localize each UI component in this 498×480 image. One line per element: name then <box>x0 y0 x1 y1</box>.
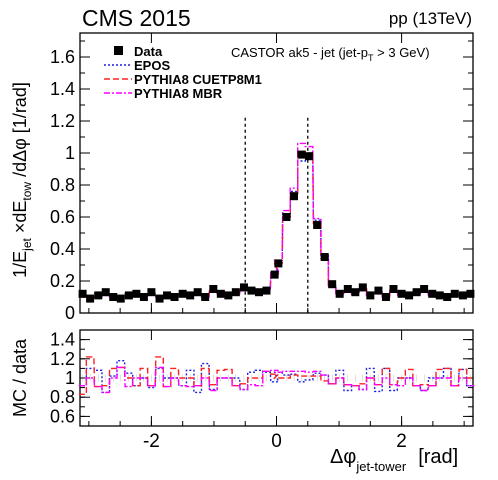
main-panel: 0 0.2 0.4 0.6 0.8 1 1.2 1.4 1.6 <box>50 33 475 323</box>
data-point <box>201 293 210 301</box>
data-point <box>254 288 263 297</box>
data-point <box>389 285 398 293</box>
energy-label: pp (13TeV) <box>389 9 472 28</box>
data-point <box>466 289 475 298</box>
data-point <box>239 283 248 292</box>
data-point <box>94 291 103 300</box>
data-point <box>86 294 95 303</box>
ytick-label: 0.8 <box>50 387 75 407</box>
legend-marker-data <box>114 46 123 55</box>
legend-label-epos: EPOS <box>134 58 170 73</box>
data-point <box>343 285 352 293</box>
data-point <box>224 291 233 300</box>
castor-annotation: CASTOR ak5 - jet (jet-pT > 3 GeV) <box>231 45 430 63</box>
data-point <box>458 291 467 300</box>
data-point <box>163 291 172 300</box>
data-point <box>397 289 406 298</box>
data-point <box>335 289 344 298</box>
ytick-label: 1.4 <box>50 79 75 99</box>
data-point <box>405 291 414 300</box>
ratio-panel: 0.60.811.21.4 -2 0 2 <box>50 329 475 452</box>
xtick-label: -2 <box>143 431 160 452</box>
data-point <box>351 288 360 297</box>
ytick-label: 1.6 <box>50 47 75 67</box>
data-point <box>305 152 314 161</box>
data-point <box>231 288 240 297</box>
ytick-label: 1 <box>65 368 75 388</box>
data-point <box>328 280 337 289</box>
data-point <box>124 291 133 300</box>
data-point <box>193 288 202 297</box>
data-point <box>297 150 306 159</box>
data-point <box>78 289 87 298</box>
data-point <box>290 192 299 201</box>
data-point <box>247 286 256 295</box>
legend-label-pythia8-mbr: PYTHIA8 MBR <box>134 86 223 101</box>
data-point <box>450 289 459 298</box>
ytick-label: 0.6 <box>50 406 75 426</box>
xlabel: Δφjet-tower [rad] <box>330 446 458 474</box>
data-point <box>155 294 164 303</box>
data-point <box>270 270 279 279</box>
ytick-label: 1.2 <box>50 349 75 369</box>
data-point <box>132 289 141 298</box>
legend-label-pythia8-cuetp8m1: PYTHIA8 CUETP8M1 <box>134 72 262 87</box>
series-line-pythia8-cuetp8m1 <box>78 356 475 395</box>
data-point <box>435 291 444 300</box>
data-point <box>186 291 195 300</box>
data-point <box>366 291 375 300</box>
data-point <box>178 289 187 298</box>
data-point <box>381 293 390 301</box>
data-point <box>170 293 179 301</box>
data-point <box>147 288 156 297</box>
main-ylabel: 1/Ejet ×dEtow /dΔφ [1/rad] <box>10 82 34 278</box>
xtick-label: 0 <box>271 431 282 452</box>
data-point <box>313 221 322 229</box>
data-point <box>139 293 148 301</box>
legend-label-data: Data <box>134 44 163 59</box>
ytick-label: 0.8 <box>50 175 75 195</box>
experiment-label: CMS 2015 <box>82 5 191 31</box>
data-point <box>374 286 383 295</box>
data-point <box>116 294 125 303</box>
ytick-label: 0.4 <box>50 239 75 259</box>
ytick-label: 0 <box>65 303 75 323</box>
ytick-label: 1.4 <box>50 330 75 350</box>
ytick-label: 0.6 <box>50 207 75 227</box>
ytick-label: 1 <box>65 143 75 163</box>
ytick-label: 0.2 <box>50 271 75 291</box>
series-line-pythia8-cuetp8m1 <box>78 150 475 298</box>
data-point <box>282 213 291 221</box>
data-point <box>320 253 329 261</box>
data-point <box>420 285 429 293</box>
data-point <box>443 293 452 301</box>
data-point <box>274 259 283 268</box>
ratio-ylabel: MC / data <box>10 338 30 417</box>
data-point <box>209 285 218 293</box>
xtick-label: 2 <box>396 431 407 452</box>
ytick-label: 1.2 <box>50 111 75 131</box>
series-line-pythia8-mbr <box>78 366 475 394</box>
data-point <box>428 289 437 298</box>
data-point <box>262 286 271 295</box>
data-point <box>412 288 421 297</box>
data-point <box>216 289 225 298</box>
data-point <box>101 288 110 297</box>
data-point <box>109 293 118 301</box>
data-point <box>358 283 367 292</box>
